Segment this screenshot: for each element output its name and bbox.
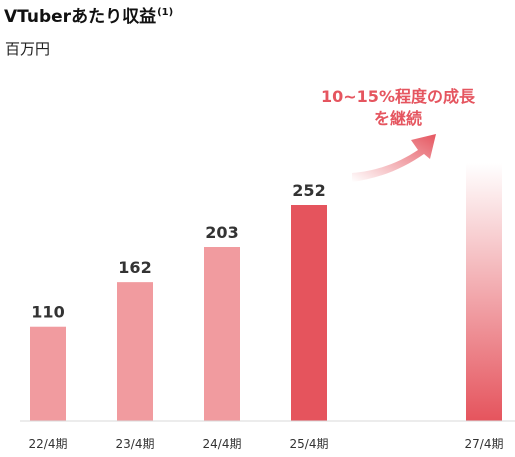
chart-title: VTuberあたり収益(1)	[4, 2, 173, 27]
value-labels-group: 110 162 203 252	[31, 181, 325, 322]
bar-projection	[466, 163, 502, 421]
bars-group	[30, 163, 502, 421]
bar-value-label: 203	[205, 223, 238, 242]
bar-value-label: 110	[31, 303, 64, 322]
category-label: 23/4期	[116, 437, 155, 451]
bar-value-label: 162	[118, 258, 151, 277]
chart-title-text: VTuberあたり収益	[4, 7, 157, 27]
bar	[30, 326, 66, 421]
category-label: 25/4期	[290, 437, 329, 451]
unit-label: 百万円	[5, 40, 51, 58]
bar	[291, 205, 327, 421]
growth-arrow-icon	[352, 134, 436, 182]
bar-value-label: 252	[292, 181, 325, 200]
bar	[117, 282, 153, 421]
category-label: 27/4期	[465, 437, 504, 451]
bar	[204, 247, 240, 421]
category-label: 22/4期	[29, 437, 68, 451]
callout-line-1: 10~15%程度の成長	[321, 87, 476, 106]
category-label: 24/4期	[203, 437, 242, 451]
callout-line-2: を継続	[374, 109, 422, 128]
category-labels-group: 22/4期 23/4期 24/4期 25/4期 27/4期	[29, 437, 504, 451]
title-footnote-marker: (1)	[157, 7, 174, 19]
